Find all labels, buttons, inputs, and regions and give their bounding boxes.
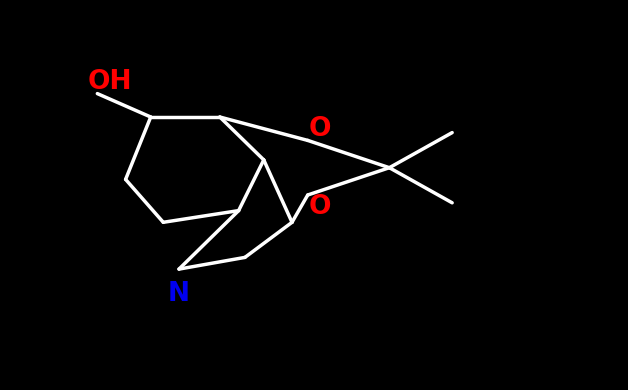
Text: O: O	[309, 116, 332, 142]
Text: N: N	[168, 282, 190, 307]
Text: O: O	[309, 194, 332, 220]
Text: OH: OH	[88, 69, 132, 95]
